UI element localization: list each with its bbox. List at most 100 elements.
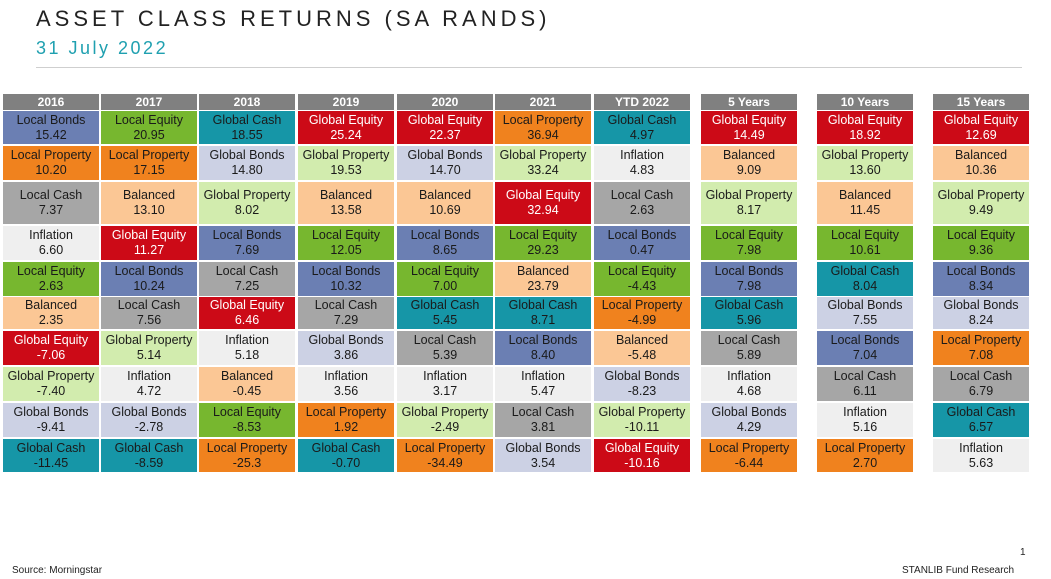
- cell-local-cash: Local Cash 7.37: [3, 182, 99, 224]
- cell-asset-label: Local Property: [824, 440, 906, 455]
- cell-return-value: -0.45: [232, 384, 262, 398]
- cell-local-bonds: Local Bonds 7.69: [199, 226, 295, 260]
- cell-return-value: 5.89: [736, 348, 762, 362]
- cell-return-value: 7.98: [736, 243, 762, 257]
- cell-asset-label: Global Cash: [508, 298, 578, 312]
- cell-local-property: Local Property -6.44: [701, 439, 797, 472]
- cell-return-value: 32.94: [527, 203, 559, 217]
- cell-return-value: 2.70: [852, 455, 878, 470]
- cell-return-value: 20.95: [133, 127, 165, 142]
- cell-asset-label: Global Equity: [308, 112, 384, 127]
- cell-asset-label: Local Cash: [413, 333, 477, 347]
- cell-global-cash: Global Cash 4.97: [594, 111, 690, 144]
- cell-asset-label: Local Bonds: [114, 264, 184, 278]
- cell-asset-label: Global Property: [499, 148, 587, 162]
- cell-return-value: 7.25: [234, 279, 260, 293]
- cell-return-value: 6.11: [853, 384, 877, 398]
- cell-global-equity: Global Equity 6.46: [199, 297, 295, 329]
- cell-balanced: Balanced 11.45: [817, 182, 913, 224]
- cell-asset-label: Global Equity: [604, 440, 680, 455]
- cell-asset-label: Balanced: [220, 369, 274, 383]
- cell-asset-label: Global Property: [937, 188, 1025, 202]
- cell-asset-label: Global Property: [401, 405, 489, 419]
- cell-return-value: 8.17: [736, 203, 762, 217]
- cell-asset-label: Local Property: [601, 298, 683, 312]
- cell-return-value: -2.78: [134, 420, 164, 434]
- cell-local-bonds: Local Bonds 10.32: [298, 262, 394, 296]
- cell-local-bonds: Local Bonds 7.04: [817, 331, 913, 365]
- cell-return-value: 10.69: [429, 203, 461, 217]
- cell-return-value: 7.37: [38, 203, 64, 217]
- cell-return-value: -7.40: [36, 384, 66, 398]
- cell-balanced: Balanced 10.36: [933, 146, 1029, 180]
- cell-balanced: Balanced 23.79: [495, 262, 591, 296]
- cell-local-bonds: Local Bonds 15.42: [3, 111, 99, 144]
- cell-asset-label: Local Bonds: [830, 333, 900, 347]
- cell-asset-label: Local Property: [108, 148, 190, 162]
- cell-inflation: Inflation 3.17: [397, 367, 493, 401]
- cell-asset-label: Local Equity: [410, 264, 480, 278]
- cell-return-value: 7.98: [736, 279, 762, 293]
- column-header-2021: 2021: [495, 94, 591, 110]
- cell-return-value: -11.45: [33, 455, 69, 470]
- cell-return-value: -8.23: [627, 384, 657, 398]
- cell-balanced: Balanced 2.35: [3, 297, 99, 329]
- cell-balanced: Balanced 13.58: [298, 182, 394, 224]
- cell-asset-label: Global Property: [705, 188, 793, 202]
- cell-asset-label: Local Bonds: [714, 264, 784, 278]
- cell-asset-label: Local Cash: [610, 188, 674, 202]
- cell-local-equity: Local Equity 7.98: [701, 226, 797, 260]
- page-title: ASSET CLASS RETURNS (SA RANDS): [36, 6, 551, 31]
- cell-asset-label: Local Equity: [830, 228, 900, 242]
- cell-asset-label: Local Cash: [717, 333, 781, 347]
- cell-local-bonds: Local Bonds 8.34: [933, 262, 1029, 296]
- cell-asset-label: Balanced: [24, 298, 78, 312]
- cell-asset-label: Balanced: [838, 188, 892, 202]
- cell-local-cash: Local Cash 5.39: [397, 331, 493, 365]
- cell-asset-label: Local Cash: [314, 298, 378, 312]
- cell-inflation: Inflation 4.83: [594, 146, 690, 180]
- cell-asset-label: Inflation: [29, 228, 73, 242]
- cell-return-value: 25.24: [330, 127, 362, 142]
- cell-asset-label: Global Cash: [946, 405, 1016, 419]
- cell-return-value: 5.47: [530, 384, 556, 398]
- cell-asset-label: Local Property: [305, 405, 387, 419]
- cell-asset-label: Global Bonds: [308, 333, 384, 347]
- cell-local-bonds: Local Bonds 8.65: [397, 226, 493, 260]
- cell-return-value: 11.27: [133, 243, 165, 257]
- cell-local-equity: Local Equity 29.23: [495, 226, 591, 260]
- cell-asset-label: Local Equity: [508, 228, 578, 242]
- cell-global-property: Global Property -7.40: [3, 367, 99, 401]
- cell-balanced: Balanced 13.10: [101, 182, 197, 224]
- cell-global-bonds: Global Bonds 4.29: [701, 403, 797, 437]
- cell-return-value: 10.61: [849, 243, 881, 257]
- cell-global-equity: Global Equity 14.49: [701, 111, 797, 144]
- cell-return-value: -34.49: [427, 455, 463, 470]
- cell-asset-label: Inflation: [423, 369, 467, 383]
- cell-local-equity: Local Equity 20.95: [101, 111, 197, 144]
- cell-inflation: Inflation 4.68: [701, 367, 797, 401]
- cell-return-value: 22.37: [429, 127, 461, 142]
- cell-asset-label: Global Equity: [111, 228, 187, 242]
- cell-asset-label: Local Cash: [511, 405, 575, 419]
- cell-global-property: Global Property 8.02: [199, 182, 295, 224]
- cell-asset-label: Local Property: [502, 112, 584, 127]
- cell-inflation: Inflation 5.63: [933, 439, 1029, 472]
- cell-return-value: 5.63: [968, 455, 994, 470]
- cell-return-value: 10.24: [133, 279, 165, 293]
- cell-global-property: Global Property 5.14: [101, 331, 197, 365]
- cell-global-equity: Global Equity 18.92: [817, 111, 913, 144]
- cell-return-value: 2.63: [38, 279, 64, 293]
- cell-return-value: 10.20: [35, 163, 67, 177]
- cell-return-value: 5.45: [432, 313, 458, 327]
- cell-asset-label: Global Bonds: [827, 298, 903, 312]
- cell-asset-label: Local Equity: [311, 228, 381, 242]
- cell-return-value: 4.68: [736, 384, 762, 398]
- cell-asset-label: Local Bonds: [607, 228, 677, 242]
- cell-local-cash: Local Cash 7.25: [199, 262, 295, 296]
- cell-global-bonds: Global Bonds 8.24: [933, 297, 1029, 329]
- cell-asset-label: Balanced: [319, 188, 373, 202]
- cell-asset-label: Global Bonds: [111, 405, 187, 419]
- cell-asset-label: Global Cash: [607, 112, 677, 127]
- cell-asset-label: Local Property: [10, 148, 92, 162]
